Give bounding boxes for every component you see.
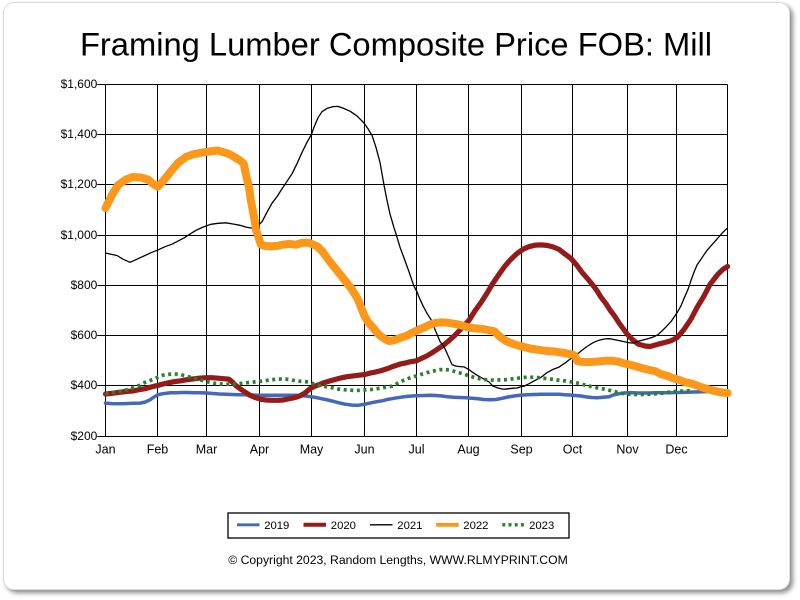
svg-text:Feb: Feb bbox=[147, 443, 169, 457]
svg-text:Oct: Oct bbox=[563, 443, 583, 457]
svg-text:Framing Lumber Composite Price: Framing Lumber Composite Price FOB: Mill bbox=[80, 26, 712, 63]
svg-text:$1,600: $1,600 bbox=[61, 77, 98, 91]
svg-text:Dec: Dec bbox=[665, 443, 687, 457]
svg-text:$1,000: $1,000 bbox=[61, 228, 98, 242]
svg-text:Aug: Aug bbox=[457, 443, 479, 457]
svg-text:Sep: Sep bbox=[510, 443, 532, 457]
svg-text:2021: 2021 bbox=[397, 520, 422, 532]
svg-text:2023: 2023 bbox=[529, 520, 554, 532]
svg-text:Jun: Jun bbox=[354, 443, 374, 457]
svg-text:$400: $400 bbox=[71, 378, 98, 392]
svg-text:Mar: Mar bbox=[196, 443, 218, 457]
svg-text:2019: 2019 bbox=[264, 520, 289, 532]
svg-text:Apr: Apr bbox=[250, 443, 269, 457]
svg-text:$1,200: $1,200 bbox=[61, 177, 98, 191]
svg-text:Jul: Jul bbox=[409, 443, 425, 457]
svg-text:$600: $600 bbox=[71, 328, 98, 342]
svg-text:May: May bbox=[300, 443, 324, 457]
svg-text:$800: $800 bbox=[71, 278, 98, 292]
svg-text:2022: 2022 bbox=[463, 520, 488, 532]
svg-text:$1,400: $1,400 bbox=[61, 127, 98, 141]
svg-text:$200: $200 bbox=[71, 429, 98, 443]
svg-text:Jan: Jan bbox=[95, 443, 115, 457]
svg-text:Nov: Nov bbox=[616, 443, 639, 457]
svg-text:2020: 2020 bbox=[331, 520, 356, 532]
svg-text:© Copyright 2023, Random Lengt: © Copyright 2023, Random Lengths, WWW.RL… bbox=[228, 553, 568, 567]
